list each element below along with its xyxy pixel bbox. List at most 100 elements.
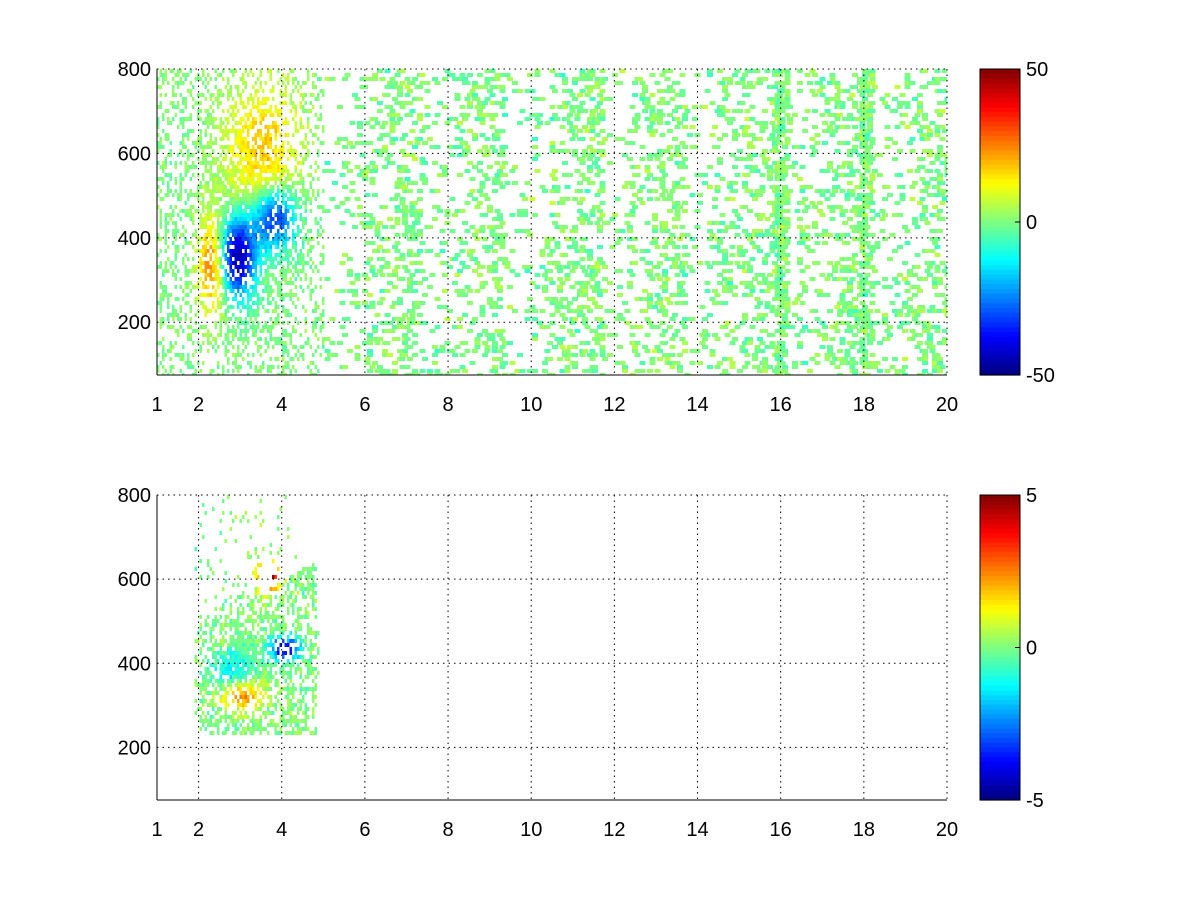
heatmap-cell <box>659 177 666 181</box>
heatmap-cell <box>747 141 753 145</box>
heatmap-cell <box>209 197 212 201</box>
heatmap-cell <box>862 217 868 221</box>
heatmap-cell <box>407 329 413 333</box>
heatmap-cell <box>264 97 267 101</box>
heatmap-cell <box>442 173 448 177</box>
heatmap-cell <box>642 85 648 89</box>
heatmap-cell <box>274 305 277 309</box>
heatmap-cell <box>292 265 295 269</box>
heatmap-cell <box>847 329 853 333</box>
heatmap-cell <box>742 317 748 321</box>
heatmap-cell <box>467 193 473 197</box>
heatmap-cell <box>632 93 638 97</box>
heatmap-cell <box>452 117 458 121</box>
heatmap-cell <box>369 269 376 273</box>
heatmap-cell <box>549 321 556 325</box>
heatmap-cell <box>284 177 287 181</box>
heatmap-cell <box>527 297 533 301</box>
heatmap-cell <box>259 249 262 253</box>
heatmap-cell <box>669 189 676 193</box>
heatmap-cell <box>632 81 638 85</box>
heatmap-cell <box>944 313 947 317</box>
heatmap-cell <box>579 157 586 161</box>
heatmap-cell <box>192 173 195 177</box>
heatmap-cell <box>209 201 212 205</box>
heatmap-cell <box>662 309 668 313</box>
heatmap-cell <box>587 257 593 261</box>
heatmap-cell <box>514 229 521 233</box>
heatmap-cell <box>297 261 300 265</box>
heatmap-cell <box>222 313 225 317</box>
heatmap-cell <box>237 317 240 321</box>
heatmap-cell <box>244 85 247 89</box>
heatmap-cell <box>674 161 681 165</box>
heatmap-cell <box>159 261 162 265</box>
heatmap-cell <box>542 189 548 193</box>
heatmap-cell <box>857 309 863 313</box>
heatmap-cell <box>202 217 205 221</box>
heatmap-cell <box>732 189 738 193</box>
heatmap-cell <box>589 269 596 273</box>
heatmap-cell <box>277 317 280 321</box>
heatmap-cell <box>747 209 753 213</box>
heatmap-cell <box>539 249 546 253</box>
heatmap-cell <box>307 261 310 265</box>
heatmap-cell <box>619 69 626 73</box>
heatmap-cell <box>402 265 408 269</box>
heatmap-cell <box>859 285 866 289</box>
heatmap-cell <box>242 201 245 205</box>
heatmap-cell <box>894 281 901 285</box>
heatmap-cell <box>192 269 195 273</box>
heatmap-cell <box>224 85 227 89</box>
heatmap-cell <box>269 185 272 189</box>
heatmap-cell <box>659 181 666 185</box>
heatmap-cell <box>904 73 911 77</box>
heatmap-cell <box>302 289 305 293</box>
heatmap-cell <box>254 105 257 109</box>
heatmap-cell <box>892 249 898 253</box>
heatmap-cell <box>257 89 260 93</box>
heatmap-cell <box>194 329 197 333</box>
heatmap-cell <box>614 317 621 321</box>
heatmap-cell <box>874 281 881 285</box>
heatmap-cell <box>914 121 921 125</box>
heatmap-cell <box>379 273 386 277</box>
heatmap-cell <box>404 229 411 233</box>
heatmap-cell <box>764 157 771 161</box>
heatmap-cell <box>242 117 245 121</box>
heatmap-cell <box>204 189 207 193</box>
heatmap-cell <box>712 301 718 305</box>
heatmap-cell <box>882 101 888 105</box>
heatmap-cell <box>742 293 748 297</box>
heatmap-cell <box>802 289 808 293</box>
heatmap-cell <box>227 245 230 249</box>
heatmap-cell <box>322 229 325 233</box>
heatmap-cell <box>834 101 841 105</box>
heatmap-cell <box>389 85 396 89</box>
heatmap-cell <box>249 265 252 269</box>
heatmap-cell <box>209 133 212 137</box>
heatmap-cell <box>402 133 408 137</box>
heatmap-cell <box>812 309 818 313</box>
heatmap-cell <box>272 241 275 245</box>
heatmap-cell <box>262 305 265 309</box>
heatmap-cell <box>182 261 185 265</box>
heatmap-cell <box>689 125 696 129</box>
heatmap-cell <box>267 281 270 285</box>
heatmap-cell <box>184 293 187 297</box>
heatmap-cell <box>232 233 235 237</box>
heatmap-cell <box>924 185 931 189</box>
heatmap-cell <box>207 145 210 149</box>
heatmap-cell <box>792 313 798 317</box>
heatmap-cell <box>944 173 947 177</box>
heatmap-cell <box>589 181 596 185</box>
heatmap-cell <box>257 249 260 253</box>
heatmap-cell <box>207 293 210 297</box>
heatmap-cell <box>279 113 282 117</box>
heatmap-cell <box>842 277 848 281</box>
heatmap-cell <box>292 229 295 233</box>
heatmap-cell <box>314 301 317 305</box>
heatmap-cell <box>207 209 210 213</box>
heatmap-cell <box>277 289 280 293</box>
heatmap-cell <box>852 101 858 105</box>
